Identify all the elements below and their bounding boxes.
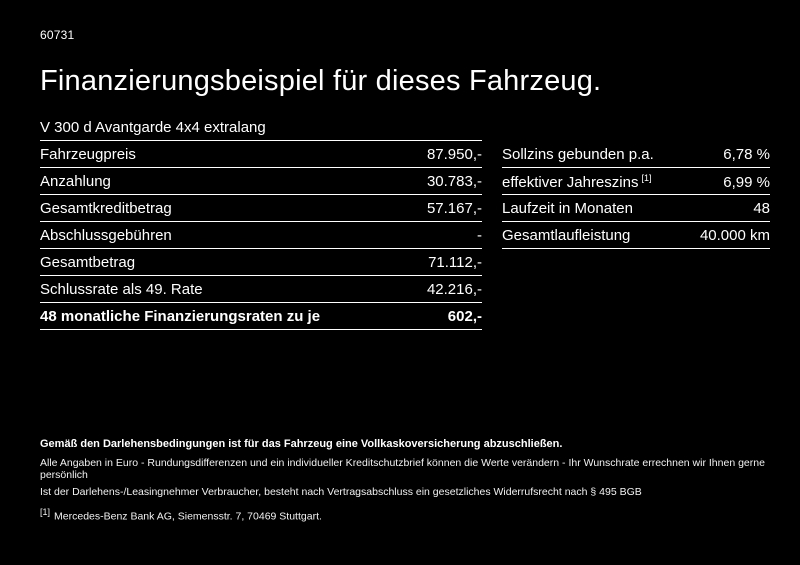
bank-footnote: [1] Mercedes-Benz Bank AG, Siemensstr. 7,… [40, 507, 770, 523]
footnote-marker: [1] [641, 173, 652, 183]
table-row: Schlussrate als 49. Rate 42.216,- [40, 276, 482, 303]
document-id: 60731 [40, 28, 75, 42]
row-value: 6,78 % [723, 146, 770, 163]
row-value: 87.950,- [426, 146, 482, 163]
table-row: Abschlussgebühren - [40, 222, 482, 249]
table-row: Sollzins gebunden p.a. 6,78 % [502, 141, 770, 168]
financing-page: 60731 Finanzierungsbeispiel für dieses F… [40, 28, 770, 330]
legal-footer: Gemäß den Darlehensbedingungen ist für d… [40, 438, 770, 523]
table-row: Gesamtbetrag 71.112,- [40, 249, 482, 276]
row-value: 57.167,- [426, 200, 482, 217]
page-title: Finanzierungsbeispiel für dieses Fahrzeu… [40, 65, 602, 97]
row-label: Gesamtbetrag [40, 254, 136, 271]
monthly-rate-row: 48 monatliche Finanzierungsraten zu je 6… [40, 303, 482, 330]
disclaimer-line-1: Alle Angaben in Euro - Rundungsdifferenz… [40, 457, 765, 481]
interest-terms-table: Sollzins gebunden p.a. 6,78 % effektiver… [502, 141, 770, 330]
row-label: effektiver Jahreszins [1] [502, 173, 652, 191]
disclaimer-line-2: Ist der Darlehens-/Leasingnehmer Verbrau… [40, 486, 642, 498]
table-row: Anzahlung 30.783,- [40, 168, 482, 195]
row-label: Laufzeit in Monaten [502, 200, 633, 217]
row-value: - [477, 227, 482, 244]
table-row: Gesamtlaufleistung 40.000 km [502, 222, 770, 249]
footnote-marker: [1] [40, 507, 51, 517]
table-row: Fahrzeugpreis 87.950,- [40, 141, 482, 168]
row-label: Abschlussgebühren [40, 227, 172, 244]
row-label: Gesamtkreditbetrag [40, 200, 172, 217]
row-value: 40.000 km [699, 227, 770, 244]
table-row: effektiver Jahreszins [1] 6,99 % [502, 168, 770, 195]
row-value: 42.216,- [426, 281, 482, 298]
model-row: V 300 d Avantgarde 4x4 extralang [40, 114, 482, 141]
row-label: Sollzins gebunden p.a. [502, 146, 654, 163]
row-value: 48 [753, 200, 770, 217]
financing-tables: V 300 d Avantgarde 4x4 extralang Fahrzeu… [40, 114, 770, 330]
financing-details-table: V 300 d Avantgarde 4x4 extralang Fahrzeu… [40, 114, 482, 330]
row-value: 602,- [447, 308, 482, 325]
insurance-note: Gemäß den Darlehensbedingungen ist für d… [40, 438, 563, 450]
vehicle-model-label: V 300 d Avantgarde 4x4 extralang [40, 119, 266, 136]
row-value: 30.783,- [426, 173, 482, 190]
row-label: Gesamtlaufleistung [502, 227, 631, 244]
row-label: Anzahlung [40, 173, 111, 190]
row-label: 48 monatliche Finanzierungsraten zu je [40, 308, 321, 325]
table-row: Laufzeit in Monaten 48 [502, 195, 770, 222]
row-label: Fahrzeugpreis [40, 146, 136, 163]
row-value: 6,99 % [723, 174, 770, 191]
footnote-text: Mercedes-Benz Bank AG, Siemensstr. 7, 70… [54, 510, 322, 523]
row-value: 71.112,- [428, 254, 482, 271]
table-row: Gesamtkreditbetrag 57.167,- [40, 195, 482, 222]
row-label: Schlussrate als 49. Rate [40, 281, 203, 298]
